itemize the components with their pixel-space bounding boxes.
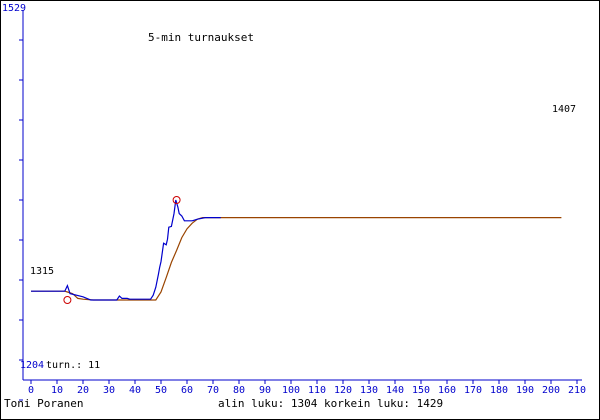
x-tick-label: 110 (308, 385, 326, 396)
x-tick-label: 120 (334, 385, 352, 396)
extreme-marker (63, 296, 72, 304)
x-tick-label: 10 (51, 385, 63, 396)
x-tick-label: 140 (386, 385, 404, 396)
x-tick-label: 0 (28, 385, 34, 396)
series-layer (31, 199, 562, 301)
x-tick-label: 80 (233, 385, 245, 396)
extreme-marker (172, 196, 181, 204)
y-axis-ticks (19, 39, 23, 401)
x-tick-label: 100 (282, 385, 300, 396)
end-value-label: 1407 (552, 104, 576, 115)
x-tick-label: 150 (412, 385, 430, 396)
x-tick-label: 50 (155, 385, 167, 396)
series-line (31, 199, 221, 301)
chart-title: 5-min turnaukset (148, 31, 254, 44)
footer-range: alin luku: 1304 korkein luku: 1429 (218, 397, 443, 410)
x-tick-label: 130 (360, 385, 378, 396)
footer-author: Toni Poranen (4, 397, 83, 410)
x-tick-label: 200 (542, 385, 560, 396)
x-tick-label: 40 (129, 385, 141, 396)
x-tick-label: 160 (438, 385, 456, 396)
x-tick-label: 210 (568, 385, 586, 396)
x-tick-label: 30 (103, 385, 115, 396)
y-top-label: 1529 (2, 3, 26, 14)
x-axis-ticks: 0 10 20 30 40 50 60 70 80 90 100 110 120 130 140 150 160… (28, 380, 586, 396)
x-tick-label: 70 (207, 385, 219, 396)
x-tick-label: 170 (464, 385, 482, 396)
y-bottom-label: 1204 (20, 360, 44, 371)
turn-count-label: turn.: 11 (46, 360, 100, 371)
x-tick-label: 90 (259, 385, 271, 396)
x-tick-label: 190 (516, 385, 534, 396)
x-tick-label: 20 (77, 385, 89, 396)
marker-layer (63, 196, 181, 304)
start-value-label: 1315 (30, 266, 54, 277)
x-tick-label: 60 (181, 385, 193, 396)
x-tick-label: 180 (490, 385, 508, 396)
